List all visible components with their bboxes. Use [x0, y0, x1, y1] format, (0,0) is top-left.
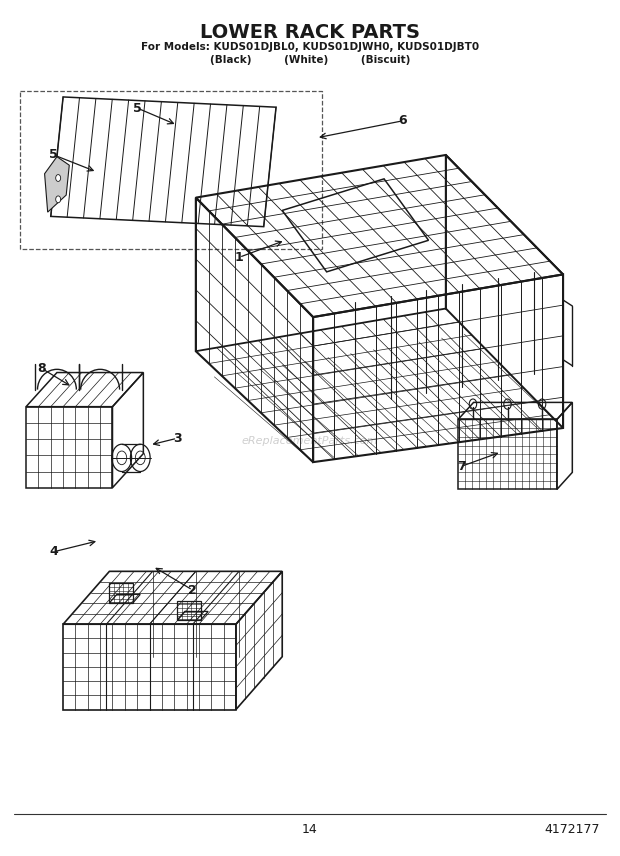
Circle shape — [56, 196, 61, 203]
Text: LOWER RACK PARTS: LOWER RACK PARTS — [200, 23, 420, 43]
Text: 3: 3 — [173, 431, 182, 445]
Text: 5: 5 — [133, 102, 141, 115]
Polygon shape — [45, 157, 69, 212]
Text: 5: 5 — [50, 148, 58, 162]
Text: For Models: KUDS01DJBL0, KUDS01DJWH0, KUDS01DJBT0: For Models: KUDS01DJBL0, KUDS01DJWH0, KU… — [141, 43, 479, 52]
Polygon shape — [51, 97, 276, 227]
Text: 14: 14 — [302, 823, 318, 835]
Text: 2: 2 — [188, 584, 197, 597]
Text: 6: 6 — [398, 115, 407, 128]
Circle shape — [56, 175, 61, 181]
Text: 7: 7 — [457, 460, 466, 473]
Text: (Black)         (White)         (Biscuit): (Black) (White) (Biscuit) — [210, 56, 410, 65]
Text: 1: 1 — [234, 251, 244, 264]
Text: 4: 4 — [50, 545, 58, 558]
Text: 4172177: 4172177 — [544, 823, 600, 835]
Text: eReplacementParts.com: eReplacementParts.com — [242, 436, 378, 446]
Text: 8: 8 — [37, 362, 46, 375]
